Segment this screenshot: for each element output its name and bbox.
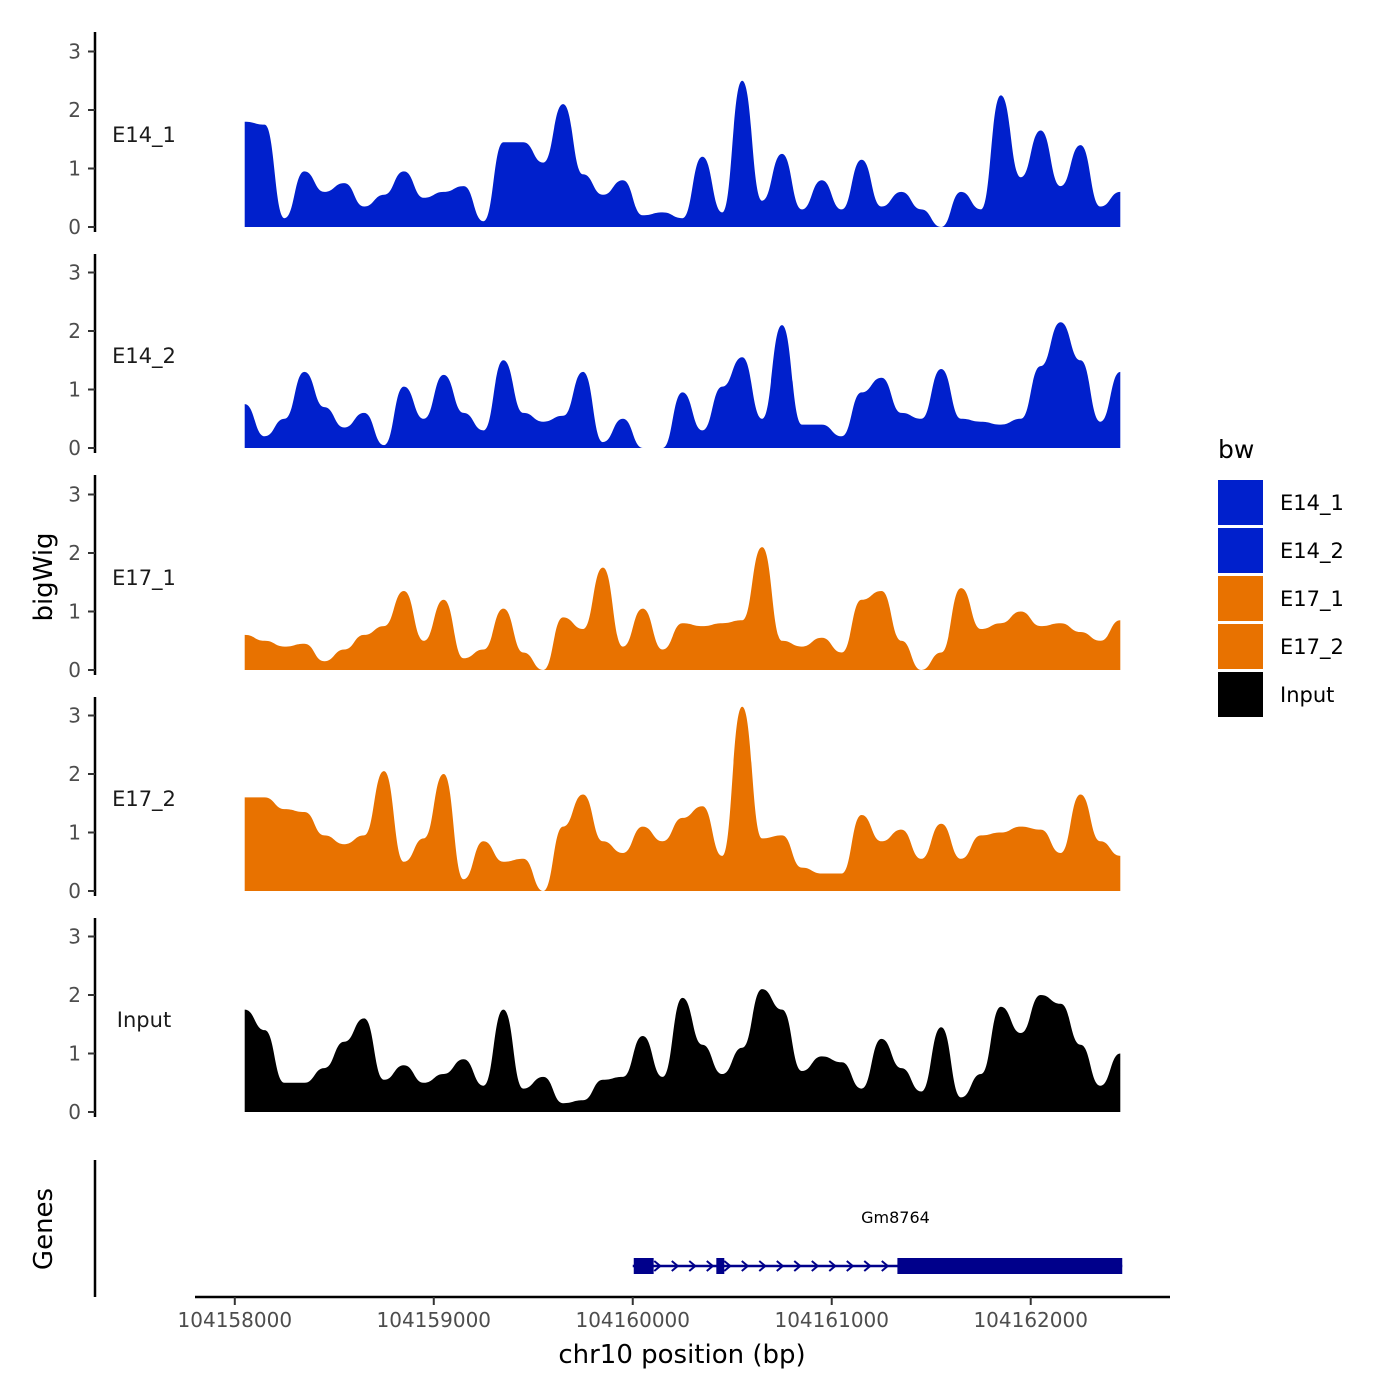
y-tick-label: 1 [68, 378, 81, 402]
y-tick-label: 1 [68, 600, 81, 624]
strand-arrow [688, 1260, 697, 1272]
legend-label: E17_1 [1280, 587, 1344, 612]
y-tick-label: 1 [68, 157, 81, 181]
y-tick-label: 0 [68, 215, 81, 239]
legend-item-e14-2: E14_2 [1218, 528, 1344, 573]
strand-arrow [671, 1260, 680, 1272]
track-label-e14-2: E14_2 [112, 344, 176, 369]
y-axis-title: bigWig [29, 532, 59, 621]
y-tick-label: 0 [68, 658, 81, 682]
legend-swatch [1218, 576, 1263, 621]
y-tick-label: 0 [68, 1100, 81, 1124]
track-e14-1: 0 1 2 3 E14_1 [68, 32, 1121, 239]
genes-axis-title: Genes [29, 1188, 59, 1270]
y-tick-label: 3 [68, 261, 81, 285]
gene-exon [897, 1258, 1123, 1274]
legend-item-e17-1: E17_1 [1218, 576, 1344, 621]
legend-item-e14-1: E14_1 [1218, 480, 1344, 525]
y-tick-label: 1 [68, 821, 81, 845]
y-tick-label: 2 [68, 762, 81, 786]
legend: bw E14_1 E14_2 E17_1 E17_2 Input [1218, 435, 1344, 717]
strand-arrow [741, 1260, 750, 1272]
legend-swatch [1218, 672, 1263, 717]
legend-swatch [1218, 528, 1263, 573]
strand-arrow [863, 1260, 872, 1272]
x-tick-label: 104159000 [377, 1308, 492, 1332]
y-tick-label: 0 [68, 436, 81, 460]
y-tick-label: 2 [68, 541, 81, 565]
x-axis: 104158000 104159000 104160000 104161000 1041… [178, 1295, 1170, 1332]
area-input [244, 989, 1121, 1112]
y-tick-label: 0 [68, 879, 81, 903]
strand-arrow [793, 1260, 802, 1272]
legend-item-e17-2: E17_2 [1218, 624, 1344, 669]
x-tick-label: 104161000 [774, 1308, 889, 1332]
legend-label: Input [1280, 683, 1334, 707]
strand-arrow [846, 1260, 855, 1272]
track-input: 0 1 2 3 Input [68, 918, 1121, 1124]
y-tick-label: 3 [68, 704, 81, 728]
y-tick-label: 3 [68, 483, 81, 507]
x-tick-label: 104158000 [178, 1308, 293, 1332]
y-tick-label: 2 [68, 319, 81, 343]
gene-gm8764: Gm8764 [632, 1208, 1123, 1274]
legend-swatch [1218, 480, 1263, 525]
tracks-group: 0 1 2 3 E14_1 0 1 2 3 E14_2 0 1 2 3 E17_1 0 1 2 3 E17_2 0 1 2 3… [68, 32, 1121, 1124]
gene-exon [633, 1258, 654, 1274]
strand-arrow [653, 1260, 662, 1272]
legend-label: E14_2 [1280, 539, 1344, 564]
x-tick-label: 104160000 [575, 1308, 690, 1332]
track-e14-2: 0 1 2 3 E14_2 [68, 254, 1121, 460]
gene-name-label: Gm8764 [861, 1208, 930, 1227]
legend-label: E14_1 [1280, 491, 1344, 516]
track-label-e17-2: E17_2 [112, 787, 176, 812]
legend-label: E17_2 [1280, 635, 1344, 660]
y-tick-label: 1 [68, 1042, 81, 1066]
area-e14-2 [244, 322, 1121, 448]
legend-title: bw [1218, 435, 1254, 464]
track-e17-1: 0 1 2 3 E17_1 [68, 475, 1121, 682]
y-tick-label: 3 [68, 40, 81, 64]
strand-arrow [776, 1260, 785, 1272]
legend-item-input: Input [1218, 672, 1334, 717]
area-e17-2 [244, 706, 1121, 891]
strand-arrow [881, 1260, 890, 1272]
track-label-e17-1: E17_1 [112, 566, 176, 591]
legend-swatch [1218, 624, 1263, 669]
strand-arrow [706, 1260, 715, 1272]
strand-arrow [758, 1260, 767, 1272]
x-axis-title: chr10 position (bp) [558, 1340, 805, 1370]
track-label-input: Input [117, 1008, 171, 1032]
gene-exon [716, 1258, 725, 1274]
gene-track: Gm8764 [93, 1160, 1123, 1297]
area-e17-1 [244, 547, 1121, 670]
y-tick-label: 2 [68, 98, 81, 122]
strand-arrow [723, 1260, 732, 1272]
y-tick-label: 3 [68, 925, 81, 949]
strand-arrow [811, 1260, 820, 1272]
strand-arrow [828, 1260, 837, 1272]
track-label-e14-1: E14_1 [112, 123, 176, 148]
x-tick-label: 104162000 [973, 1308, 1088, 1332]
track-e17-2: 0 1 2 3 E17_2 [68, 697, 1121, 903]
y-tick-label: 2 [68, 983, 81, 1007]
area-e14-1 [244, 80, 1121, 227]
